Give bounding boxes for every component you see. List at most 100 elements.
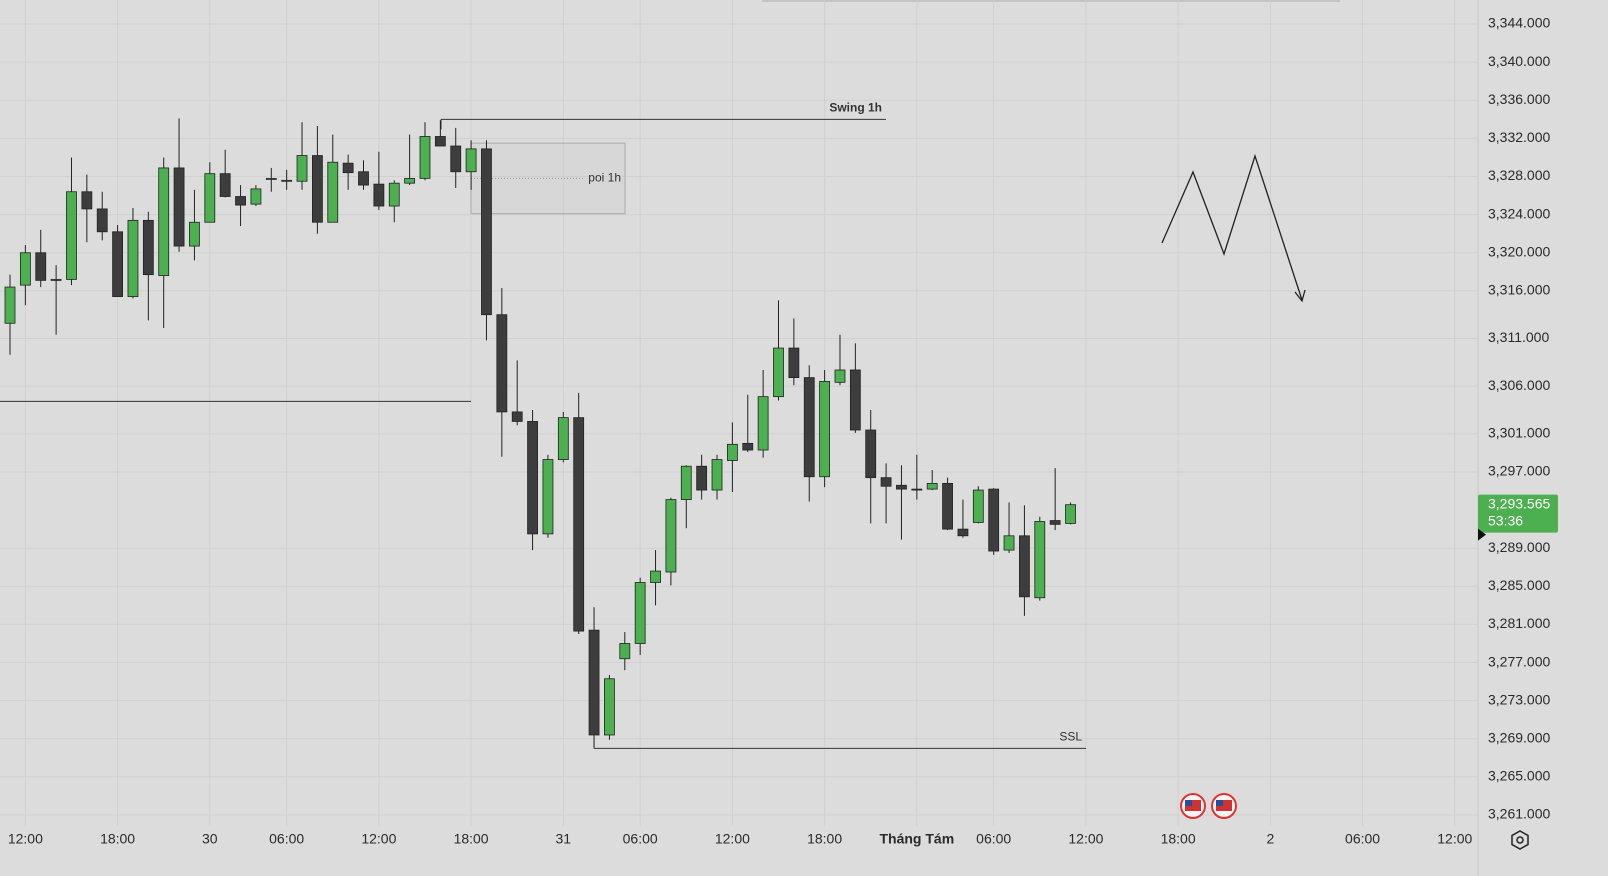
candle-body — [696, 465, 708, 491]
candle-body — [1003, 535, 1015, 551]
candle-body — [373, 183, 385, 207]
y-tick-label: 3,324.000 — [1488, 205, 1550, 221]
candle-body — [896, 484, 907, 490]
candle-body — [619, 643, 631, 660]
candle-body — [542, 459, 554, 535]
candle-body — [434, 136, 446, 147]
candle-body — [235, 196, 246, 206]
candle-body — [726, 443, 738, 461]
candle-body — [388, 182, 400, 207]
y-tick-label: 3,344.000 — [1488, 15, 1550, 31]
candle-body — [650, 570, 661, 583]
candle-body — [265, 178, 277, 180]
y-tick-label: 3,273.000 — [1488, 691, 1550, 707]
candle-body — [604, 678, 615, 736]
candle-body — [834, 369, 846, 383]
x-tick-label: 06:00 — [269, 831, 304, 847]
candle-body — [988, 488, 1000, 552]
last-price-tag — [1478, 494, 1558, 533]
candle-body — [680, 465, 692, 500]
event-flag[interactable] — [1211, 793, 1237, 819]
candle-body — [634, 582, 646, 644]
candle-body — [450, 145, 462, 173]
candle-body — [803, 377, 815, 478]
x-tick-label: 12:00 — [715, 831, 750, 847]
candle-body — [972, 489, 984, 523]
x-tick-label: 12:00 — [361, 831, 396, 847]
candle-body — [711, 459, 723, 491]
x-tick-label: 31 — [556, 831, 572, 847]
y-tick-label: 3,336.000 — [1488, 91, 1550, 107]
x-tick-label: 06:00 — [623, 831, 658, 847]
candle-body — [419, 136, 431, 179]
candle-body — [588, 629, 600, 736]
candle-body — [281, 179, 293, 182]
candle-body — [1034, 521, 1046, 599]
y-tick-label: 3,277.000 — [1488, 653, 1550, 669]
candle-body — [404, 178, 416, 184]
last-price-label: 3,293.565 — [1488, 495, 1550, 511]
candle-body — [849, 369, 861, 431]
y-tick-label: 3,311.000 — [1488, 329, 1549, 345]
y-tick-label: 3,320.000 — [1488, 243, 1550, 259]
x-tick-label: 18:00 — [454, 831, 489, 847]
candle-body — [219, 173, 231, 197]
candle-body — [1019, 535, 1030, 598]
y-tick-label: 3,285.000 — [1488, 577, 1550, 593]
candle-body — [757, 396, 769, 451]
candle-body — [819, 381, 831, 478]
settings-icon — [1516, 836, 1524, 844]
drawing-arrowhead — [1294, 289, 1306, 303]
y-tick-label: 3,306.000 — [1488, 377, 1550, 393]
candle-body — [19, 252, 31, 286]
candle-body — [173, 167, 185, 247]
candle-body — [342, 162, 354, 174]
candle-body — [81, 191, 93, 210]
x-tick-label: 18:00 — [1161, 831, 1196, 847]
candle-body — [204, 173, 216, 223]
candle-body — [788, 347, 800, 378]
x-tick-label: 06:00 — [976, 831, 1011, 847]
y-tick-label: 3,340.000 — [1488, 53, 1550, 69]
y-tick-label: 3,332.000 — [1488, 129, 1550, 145]
candle-body — [557, 417, 569, 460]
x-tick-label: 30 — [202, 831, 218, 847]
event-flag[interactable] — [1180, 793, 1206, 819]
y-tick-label: 3,297.000 — [1488, 463, 1550, 479]
candle-body — [573, 417, 585, 632]
candle-body — [158, 167, 170, 277]
candle-body — [665, 499, 677, 573]
candle-body — [481, 148, 492, 316]
y-tick-label: 3,269.000 — [1488, 729, 1550, 745]
top-bar — [762, 0, 1340, 2]
y-tick-label: 3,289.000 — [1488, 539, 1550, 555]
candle-body — [496, 314, 508, 413]
last-price-pointer — [1478, 528, 1486, 541]
candle-body — [96, 208, 108, 233]
x-tick-label: 12:00 — [1437, 831, 1472, 847]
candle-body — [1049, 520, 1061, 525]
candle-body — [465, 148, 477, 173]
countdown: 53:36 — [1488, 512, 1523, 528]
candle-body — [189, 221, 200, 247]
candle-body — [66, 191, 77, 280]
x-tick-label: 18:00 — [807, 831, 842, 847]
candle-body — [35, 252, 47, 281]
candle-body — [773, 347, 784, 398]
candle-body — [527, 421, 538, 535]
y-tick-label: 3,261.000 — [1488, 806, 1550, 822]
y-tick-label: 3,265.000 — [1488, 768, 1550, 784]
candle-body — [880, 477, 892, 487]
candle-body — [50, 279, 62, 281]
candle-body — [957, 528, 969, 537]
candle-body — [865, 429, 877, 479]
drawing-zigzag — [1161, 153, 1303, 301]
x-tick-label: 12:00 — [1068, 831, 1103, 847]
level-label: SSL — [1059, 729, 1082, 743]
settings-button[interactable] — [1511, 830, 1529, 850]
candle-body — [311, 155, 323, 223]
x-tick-label: 18:00 — [100, 831, 135, 847]
candle-body — [142, 219, 154, 276]
candle-body — [742, 442, 754, 451]
x-tick-label: 12:00 — [8, 831, 43, 847]
